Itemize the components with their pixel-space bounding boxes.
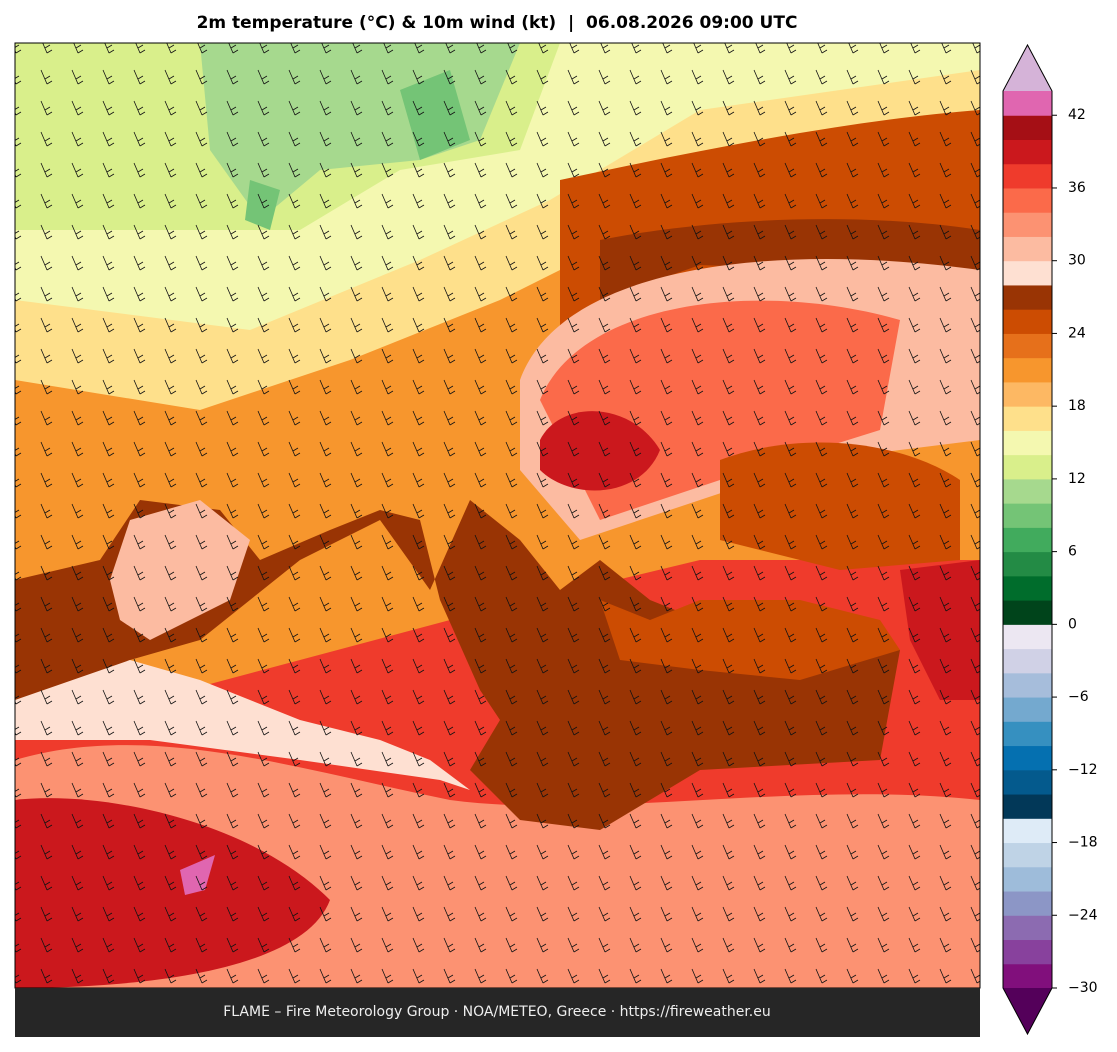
colorbar-extend-bottom	[1003, 988, 1052, 1034]
footer-credit: FLAME – Fire Meteorology Group · NOA/MET…	[223, 1004, 771, 1020]
chart-title: 2m temperature (°C) & 10m wind (kt) | 06…	[197, 13, 798, 33]
colorbar-band	[1003, 187, 1052, 213]
colorbar-band	[1003, 648, 1052, 674]
colorbar-band	[1003, 236, 1052, 262]
colorbar-band	[1003, 406, 1052, 431]
colorbar-band	[1003, 624, 1052, 650]
colorbar-band	[1003, 357, 1052, 383]
colorbar-band	[1003, 939, 1052, 965]
colorbar-band	[1003, 381, 1052, 407]
colorbar-band	[1003, 333, 1052, 359]
colorbar: −30 −24 −18 −12 −6 0 6 12 18 24 30 36 42	[1002, 43, 1098, 1036]
colorbar-band	[1003, 721, 1052, 747]
colorbar-band	[1003, 600, 1052, 625]
colorbar-band	[1003, 503, 1052, 528]
colorbar-band	[1003, 212, 1052, 237]
colorbar-band	[1003, 115, 1052, 140]
colorbar-band	[1003, 794, 1052, 819]
colorbar-tick-label: 42	[1068, 107, 1086, 123]
colorbar-tick-label: −30	[1068, 980, 1098, 996]
colorbar-tick-label: 30	[1068, 253, 1086, 269]
colorbar-band	[1003, 866, 1052, 892]
colorbar-tick-label: −12	[1068, 762, 1098, 778]
colorbar-band	[1003, 842, 1052, 868]
colorbar-band	[1003, 963, 1052, 989]
colorbar-band	[1003, 478, 1052, 504]
colorbar-band	[1003, 139, 1052, 165]
colorbar-tick-label: −6	[1068, 689, 1089, 705]
colorbar-band	[1003, 575, 1052, 601]
colorbar-tick-label: 0	[1068, 616, 1077, 632]
colorbar-tick-label: 6	[1068, 544, 1077, 560]
map	[15, 43, 980, 988]
colorbar-tick-label: 18	[1068, 398, 1086, 414]
colorbar-tick-label: 24	[1068, 325, 1086, 341]
colorbar-band	[1003, 430, 1052, 456]
colorbar-band	[1003, 818, 1052, 844]
colorbar-band	[1003, 527, 1052, 553]
colorbar-tick-label: 36	[1068, 180, 1086, 196]
colorbar-band	[1003, 769, 1052, 795]
colorbar-band	[1003, 915, 1052, 941]
colorbar-band	[1003, 672, 1052, 698]
colorbar-band	[1003, 551, 1052, 577]
colorbar-band	[1003, 891, 1052, 916]
footer-bar	[15, 988, 980, 1037]
colorbar-band	[1003, 309, 1052, 334]
colorbar-extend-top	[1003, 45, 1052, 91]
colorbar-band	[1003, 260, 1052, 286]
colorbar-tick-label: −24	[1068, 907, 1098, 923]
colorbar-band	[1003, 454, 1052, 480]
colorbar-tick-label: 12	[1068, 471, 1086, 487]
colorbar-band	[1003, 163, 1052, 189]
colorbar-band	[1003, 284, 1052, 310]
colorbar-band	[1003, 745, 1052, 771]
colorbar-band	[1003, 91, 1052, 116]
colorbar-tick-label: −18	[1068, 835, 1098, 851]
colorbar-band	[1003, 697, 1052, 722]
